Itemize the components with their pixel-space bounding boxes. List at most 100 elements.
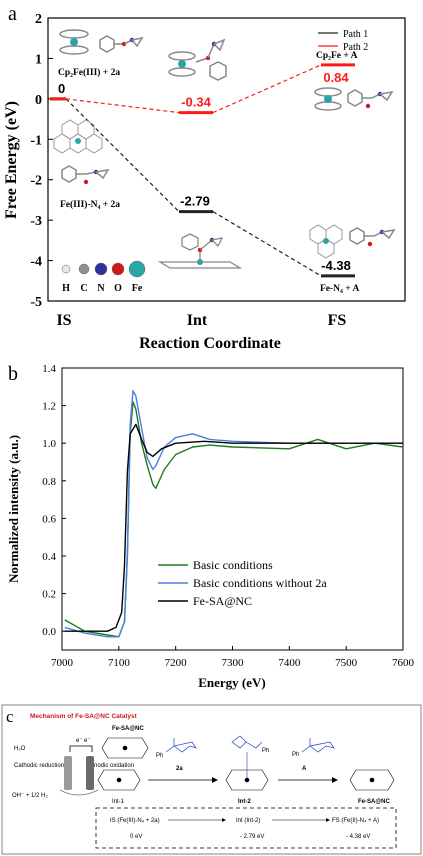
panel-a-y-tick-label: -4 bbox=[30, 255, 42, 270]
cathode-products-label: OH⁻ + 1/2 H₂ bbox=[12, 793, 48, 799]
panel-a-y-ticks: 2 1 0 -1 -2 -3 -4 -5 bbox=[30, 12, 53, 310]
panel-b-legend: Basic conditions Basic conditions withou… bbox=[158, 558, 327, 608]
int2-structure bbox=[231, 735, 263, 749]
ferrocene-molecule-is bbox=[59, 29, 89, 55]
panel-b-y-tick-label: 1.0 bbox=[42, 438, 56, 450]
panel-a-legend: Path 1 Path 2 bbox=[318, 29, 368, 53]
panel-b-x-tick-label: 7200 bbox=[165, 657, 188, 669]
panel-a-y-tick-label: 2 bbox=[35, 12, 42, 27]
atom-label-o: O bbox=[114, 283, 122, 294]
water-label: H₂O bbox=[14, 746, 26, 752]
data-label-path2-int: -0.34 bbox=[181, 95, 211, 110]
atom-label-fe: Fe bbox=[132, 283, 143, 294]
atom-swatch-n bbox=[94, 262, 108, 276]
arrow-to-catalyst-head bbox=[332, 777, 338, 783]
panel-b-y-axis-label: Normalized intensity (a.u.) bbox=[6, 435, 21, 583]
ph-label-2a: Ph bbox=[156, 753, 163, 759]
spectrum-without-2a bbox=[64, 389, 403, 638]
electron-label-left: e⁻ bbox=[76, 738, 83, 744]
panel-b-y-ticks: 0.0 0.2 0.4 0.6 0.8 1.0 1.2 1.4 bbox=[42, 363, 66, 638]
fe-n4-site-top bbox=[101, 737, 149, 759]
spectrum-fe-sa-nc bbox=[64, 423, 403, 632]
panel-a-x-tick-label: FS bbox=[328, 312, 347, 329]
data-label-path1-is: 0 bbox=[58, 81, 65, 96]
amide-molecule-is-lower bbox=[61, 165, 110, 185]
connector-path2 bbox=[212, 64, 322, 114]
arrow-to-int2-head bbox=[212, 777, 218, 783]
connector-path1 bbox=[65, 98, 180, 213]
atom-label-h: H bbox=[62, 283, 70, 294]
legend-path1-label: Path 1 bbox=[343, 29, 368, 40]
amide-a-structure bbox=[301, 738, 335, 753]
panel-c-frame bbox=[1, 704, 422, 855]
catalyst-top-label: Fe-SA@NC bbox=[112, 726, 145, 732]
data-label-path1-int: -2.79 bbox=[180, 194, 210, 209]
connector-path2 bbox=[65, 98, 180, 114]
panel-a-label: a bbox=[8, 3, 17, 25]
panel-b-y-tick-label: 1.2 bbox=[42, 401, 56, 413]
panel-a-y-tick-label: -1 bbox=[30, 133, 42, 148]
fe-n4-site-int2 bbox=[225, 752, 269, 791]
panel-b-y-tick-label: 0.8 bbox=[42, 476, 56, 488]
panel-a-x-tick-label: IS bbox=[56, 312, 71, 329]
panel-b-y-tick-label: 0.0 bbox=[42, 626, 56, 638]
cathodic-reduction-label: Cathodic reduction bbox=[14, 763, 64, 769]
panel-b-label: b bbox=[8, 363, 18, 385]
panel-a-plot-frame bbox=[47, 17, 406, 302]
panel-b-x-tick-label: 7600 bbox=[392, 657, 415, 669]
energy-summary-box bbox=[95, 807, 397, 849]
amide-molecule-fs bbox=[347, 89, 394, 109]
panel-b-x-tick-label: 7500 bbox=[335, 657, 358, 669]
fe-n4-sheet-molecule-fs bbox=[309, 224, 343, 259]
legend-fe-sa-nc-label: Fe-SA@NC bbox=[193, 594, 252, 608]
ph-label-a: Ph bbox=[292, 752, 299, 758]
int1-label: Int-1 bbox=[112, 799, 125, 805]
summary-fs-label: FS (Fe(II)-N₄ + A) bbox=[332, 818, 379, 824]
fe-n4-site-int1 bbox=[97, 769, 141, 791]
panel-b-x-tick-label: 7400 bbox=[278, 657, 301, 669]
panel-b-x-ticks: 7000 7100 7200 7300 7400 7500 7600 bbox=[51, 646, 415, 669]
panel-a-energy-levels: 0 -2.79 -4.38 -0.34 0.84 bbox=[50, 63, 355, 278]
ph-label-int2: Ph bbox=[262, 748, 269, 754]
ferrocene-molecule-fs bbox=[314, 87, 342, 111]
fe-n4-sheet-molecule-is bbox=[53, 119, 103, 154]
panel-b: b 0.00.20.40.60.81.01.21.4 7000 7100 7200 7… bbox=[6, 363, 415, 690]
legend-path2-label: Path 2 bbox=[343, 42, 368, 53]
int-fe-n4-molecule bbox=[157, 233, 243, 269]
annotation-cp2fe: Cp₂Fe + A bbox=[316, 51, 358, 61]
panel-a-y-tick-label: -3 bbox=[30, 214, 42, 229]
amide-2a-structure bbox=[165, 738, 197, 753]
annotation-fe-iii-n4: Fe(III)-N₄ + 2a bbox=[60, 199, 120, 210]
int-complex-molecule bbox=[168, 38, 227, 81]
fe-n4-site-final bbox=[349, 769, 395, 791]
data-label-path2-fs: 0.84 bbox=[323, 70, 349, 85]
atom-swatch-h bbox=[61, 264, 71, 274]
panel-c: c Mechanism of Fe-SA@NC Catalyst H₂O Cat… bbox=[1, 704, 422, 855]
panel-a-x-axis-label: Reaction Coordinate bbox=[139, 335, 281, 352]
panel-b-y-tick-label: 1.4 bbox=[42, 363, 56, 375]
panel-b-y-tick-label: 0.6 bbox=[42, 513, 56, 525]
electron-label-right: e⁻ bbox=[84, 738, 91, 744]
panel-b-spectra bbox=[64, 389, 404, 638]
connector-path1 bbox=[212, 211, 322, 277]
summary-int-label: Int (Int-2) bbox=[236, 818, 260, 824]
panel-b-y-tick-label: 0.4 bbox=[42, 551, 56, 563]
legend-basic-label: Basic conditions bbox=[193, 558, 273, 572]
data-label-path1-fs: -4.38 bbox=[321, 258, 351, 273]
summary-arrow-1-head bbox=[222, 818, 226, 822]
panel-b-y-tick-label: 0.2 bbox=[42, 589, 56, 601]
atom-swatch-o bbox=[111, 262, 125, 276]
amide-molecule-fs-lower bbox=[349, 227, 396, 247]
panel-a-x-tick-label: Int bbox=[187, 312, 208, 329]
panel-a-y-tick-label: 0 bbox=[35, 93, 42, 108]
panel-b-x-tick-label: 7100 bbox=[108, 657, 131, 669]
panel-a: a 2 1 0 -1 -2 -3 -4 -5 IS Int FS Free Energy (eV)… bbox=[3, 3, 406, 352]
atom-label-c: C bbox=[80, 283, 87, 294]
panel-c-label: c bbox=[6, 707, 14, 726]
int2-label: Int-2 bbox=[238, 799, 251, 805]
annotation-fe-n4: Fe-N₄ + A bbox=[320, 284, 360, 294]
summary-is-energy: 0 eV bbox=[130, 834, 142, 840]
reagent-a-label: A bbox=[302, 766, 307, 772]
legend-without-2a-label: Basic conditions without 2a bbox=[193, 576, 327, 590]
